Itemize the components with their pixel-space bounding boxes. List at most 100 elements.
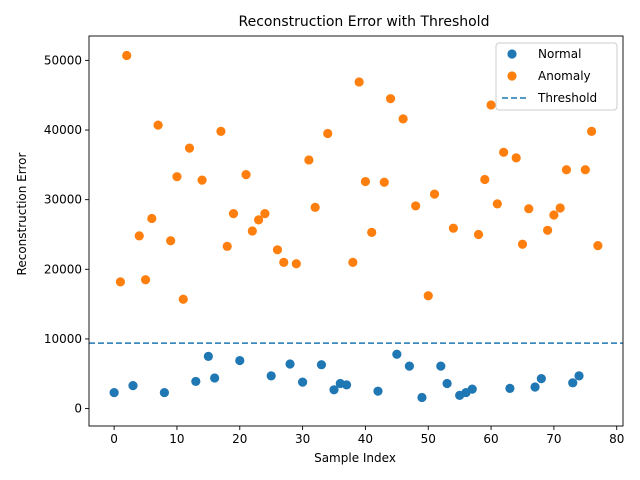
y-tick-label: 50000 (44, 53, 82, 67)
x-tick-label: 70 (546, 432, 561, 446)
data-point (517, 239, 528, 249)
data-point (172, 172, 182, 182)
data-point (341, 380, 352, 390)
data-point (159, 387, 169, 398)
data-point (329, 385, 339, 395)
data-point (266, 371, 276, 381)
y-tick-label: 0 (74, 402, 82, 416)
data-point (536, 374, 546, 384)
data-point (140, 275, 151, 285)
data-point (260, 208, 270, 219)
data-point (379, 177, 389, 187)
data-point (423, 291, 433, 301)
data-point (429, 189, 440, 199)
data-point (128, 381, 138, 391)
data-point (373, 386, 383, 396)
chart-title: Reconstruction Error with Threshold (239, 14, 490, 30)
data-point (448, 223, 458, 233)
data-point (411, 201, 421, 211)
data-point (549, 210, 559, 220)
x-tick-label: 30 (295, 432, 310, 446)
data-point (568, 378, 578, 388)
data-point (191, 376, 201, 387)
series-normal (109, 349, 584, 403)
data-point (147, 213, 157, 224)
data-point (385, 94, 396, 104)
data-point (216, 126, 226, 137)
data-point (367, 227, 377, 237)
data-point (561, 165, 572, 175)
data-point (298, 377, 308, 387)
data-point (360, 176, 371, 187)
y-tick-label: 30000 (44, 193, 82, 207)
y-axis: 0 10000 20000 30000 40000 50000 (44, 53, 89, 416)
data-point (222, 241, 232, 251)
data-point (499, 147, 509, 157)
x-tick-label: 40 (358, 432, 373, 446)
data-point (241, 169, 251, 180)
data-point (210, 373, 220, 383)
x-tick-label: 10 (169, 432, 184, 446)
data-point (392, 349, 402, 359)
data-point (247, 226, 257, 236)
data-point (166, 236, 176, 246)
data-point (310, 202, 320, 212)
data-point (593, 241, 603, 251)
data-point (197, 175, 207, 185)
x-tick-label: 50 (421, 432, 436, 446)
data-point (279, 257, 289, 267)
data-point (203, 351, 213, 361)
data-point (109, 387, 119, 398)
legend: Normal Anomaly Threshold (495, 42, 618, 111)
y-tick-label: 20000 (44, 262, 82, 276)
legend-marker (507, 49, 517, 59)
data-point (586, 126, 597, 137)
data-point (580, 165, 590, 175)
x-tick-label: 0 (110, 432, 118, 446)
data-point (480, 174, 490, 185)
data-point (530, 382, 540, 392)
data-point (354, 77, 364, 87)
data-point (178, 294, 188, 304)
data-point (115, 277, 126, 287)
data-point (228, 208, 239, 219)
data-point (492, 199, 502, 209)
data-point (134, 231, 144, 241)
data-point (235, 355, 245, 366)
data-point (316, 360, 327, 370)
y-tick-label: 10000 (44, 332, 82, 346)
data-point (285, 359, 295, 369)
legend-box (495, 42, 618, 111)
data-point (153, 120, 163, 130)
data-point (417, 392, 427, 403)
data-point (511, 153, 521, 163)
data-point (555, 203, 565, 213)
legend-label: Anomaly (538, 69, 591, 83)
data-point (348, 257, 358, 267)
data-point (254, 215, 264, 225)
x-axis: 0 10 20 30 40 50 60 70 80 (110, 426, 624, 446)
data-point (304, 155, 314, 165)
legend-marker (507, 71, 517, 81)
series-anomaly (115, 50, 603, 304)
x-tick-label: 60 (483, 432, 498, 446)
data-point (574, 371, 584, 381)
data-point (398, 114, 408, 124)
x-tick-label: 80 (609, 432, 624, 446)
data-point (184, 143, 195, 153)
plot-area (88, 35, 624, 427)
axes-frame (88, 35, 624, 427)
data-point (272, 245, 283, 255)
legend-label: Normal (538, 47, 581, 61)
y-tick-label: 40000 (44, 123, 82, 137)
data-point (543, 225, 553, 235)
data-point (505, 383, 515, 393)
x-axis-label: Sample Index (314, 451, 396, 465)
data-point (442, 378, 452, 389)
legend-label: Threshold (537, 91, 597, 105)
data-point (291, 259, 301, 269)
data-point (436, 361, 446, 371)
data-point (524, 204, 534, 214)
data-point (473, 229, 484, 240)
data-point (467, 384, 477, 394)
